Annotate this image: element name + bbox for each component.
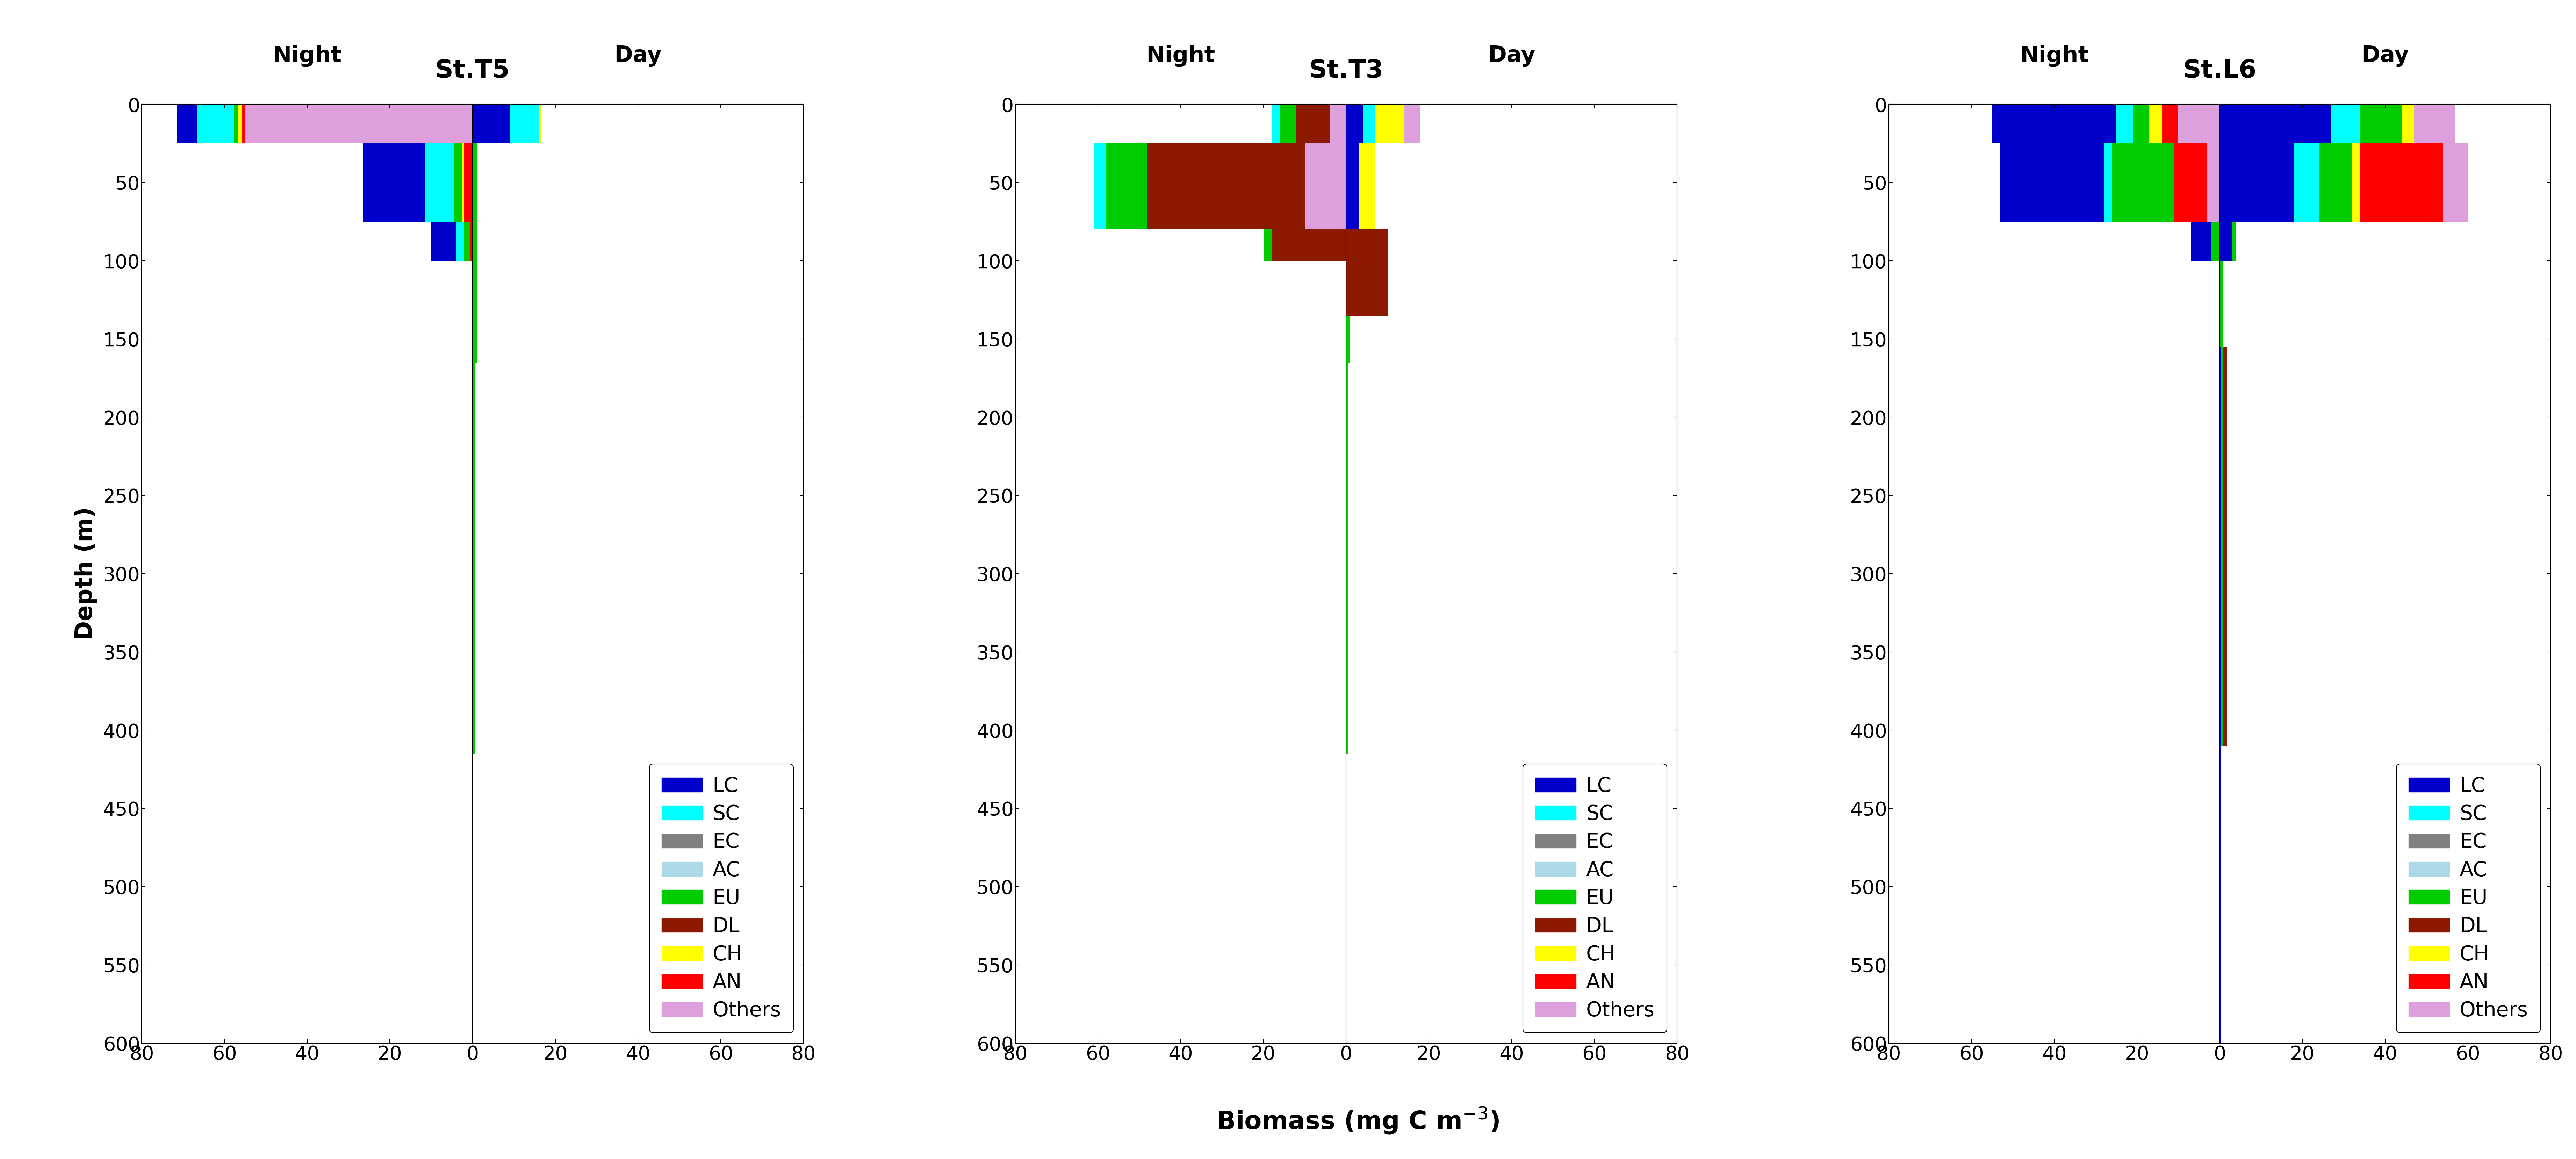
Bar [1303, 144, 1347, 229]
Bar [1991, 104, 2115, 144]
Bar [2231, 221, 2236, 261]
Bar [2221, 261, 2223, 347]
Bar [2174, 144, 2208, 221]
Text: Biomass (mg C m$^{-3}$): Biomass (mg C m$^{-3}$) [1216, 1106, 1499, 1136]
Text: Night: Night [2020, 45, 2089, 67]
Bar [2318, 144, 2352, 221]
Bar [2208, 144, 2221, 221]
Bar [2221, 221, 2231, 261]
Bar [198, 104, 234, 144]
Bar [2223, 347, 2226, 746]
Bar [464, 144, 471, 221]
Bar [363, 144, 425, 221]
Bar [2414, 104, 2455, 144]
Text: Night: Night [1146, 45, 1216, 67]
Bar [471, 261, 477, 363]
Bar [242, 104, 245, 144]
Bar [1376, 104, 1404, 144]
Bar [2360, 104, 2401, 144]
Bar [2112, 144, 2174, 221]
Legend: LC, SC, EC, AC, EU, DL, CH, AN, Others: LC, SC, EC, AC, EU, DL, CH, AN, Others [1522, 764, 1667, 1033]
Bar [1404, 104, 1419, 144]
Bar [510, 104, 538, 144]
Bar [1347, 104, 1363, 144]
Bar [1347, 144, 1358, 229]
Bar [2105, 144, 2112, 221]
Text: Day: Day [613, 45, 662, 67]
Bar [1999, 144, 2105, 221]
Bar [471, 144, 477, 261]
Bar [1273, 229, 1347, 261]
Bar [2161, 104, 2179, 144]
Bar [1363, 104, 1376, 144]
Bar [471, 104, 510, 144]
Bar [456, 221, 464, 261]
Bar [430, 221, 456, 261]
Bar [2352, 144, 2360, 221]
Bar [1105, 144, 1146, 229]
Bar [425, 144, 453, 221]
Bar [1280, 104, 1296, 144]
Bar [2190, 221, 2210, 261]
Bar [1358, 144, 1376, 229]
Y-axis label: Depth (m): Depth (m) [75, 508, 98, 640]
Bar [464, 221, 471, 261]
Bar [1296, 104, 1329, 144]
Legend: LC, SC, EC, AC, EU, DL, CH, AN, Others: LC, SC, EC, AC, EU, DL, CH, AN, Others [649, 764, 793, 1033]
Bar [175, 104, 198, 144]
Text: Day: Day [2362, 45, 2409, 67]
Bar [2331, 104, 2360, 144]
Bar [2133, 104, 2148, 144]
Bar [1095, 144, 1105, 229]
Bar [2210, 221, 2221, 261]
Bar [1347, 229, 1388, 315]
Bar [453, 144, 461, 221]
Bar [2221, 144, 2293, 221]
Bar [2179, 104, 2221, 144]
Bar [2293, 144, 2318, 221]
Bar [1146, 144, 1303, 229]
Bar [234, 104, 240, 144]
Bar [245, 104, 471, 144]
Bar [2401, 104, 2414, 144]
Bar [2360, 144, 2442, 221]
Bar [1262, 229, 1273, 261]
Text: Day: Day [1489, 45, 1535, 67]
Title: St.L6: St.L6 [2182, 59, 2257, 82]
Bar [1273, 104, 1280, 144]
Bar [2442, 144, 2468, 221]
Bar [240, 104, 242, 144]
Text: Night: Night [273, 45, 343, 67]
Bar [2115, 104, 2133, 144]
Bar [2148, 104, 2161, 144]
Bar [1329, 104, 1347, 144]
Bar [2221, 104, 2331, 144]
Title: St.T3: St.T3 [1309, 59, 1383, 82]
Bar [1347, 315, 1350, 363]
Title: St.T5: St.T5 [435, 59, 510, 82]
Legend: LC, SC, EC, AC, EU, DL, CH, AN, Others: LC, SC, EC, AC, EU, DL, CH, AN, Others [2396, 764, 2540, 1033]
